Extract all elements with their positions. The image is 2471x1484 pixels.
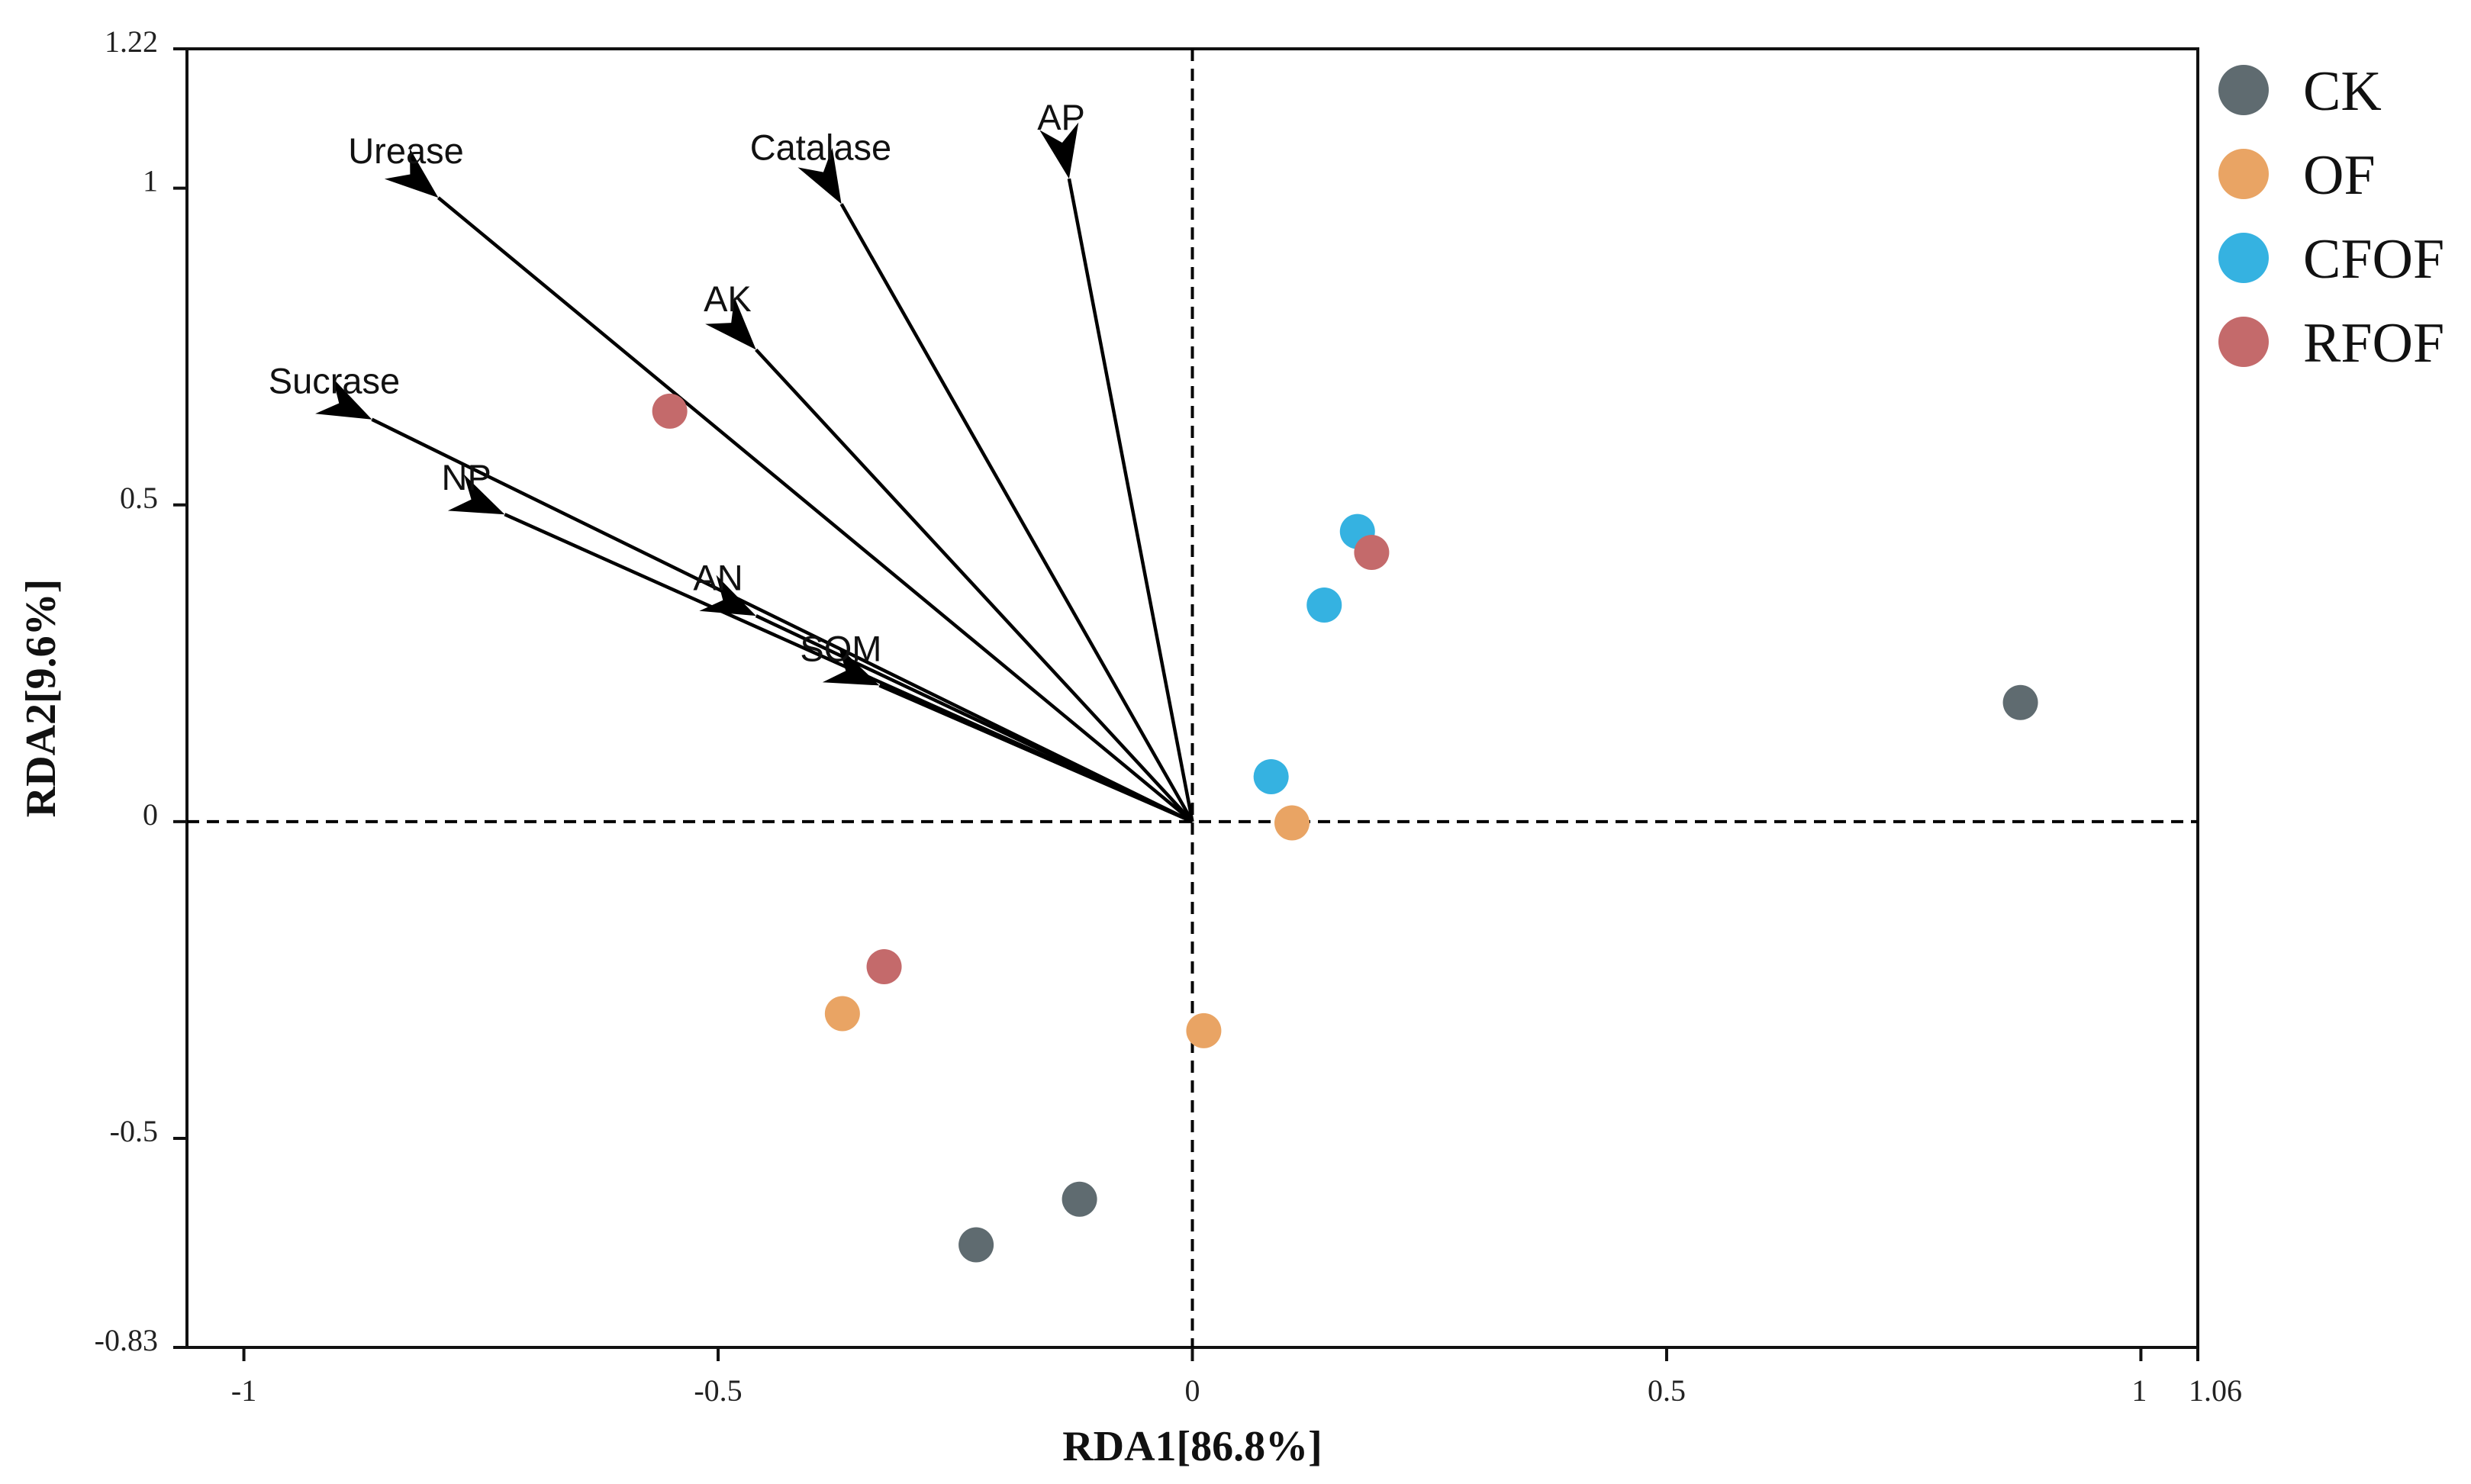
point-cfof-3 [1253,758,1289,794]
point-ck-3 [958,1227,994,1263]
point-rfof-2 [652,393,688,429]
point-rfof-1 [1354,535,1390,571]
vector-label-ap: AP [1037,97,1085,137]
x-tick-label: 1 [2131,1373,2147,1408]
point-of-2 [1186,1012,1222,1048]
point-cfof-2 [1306,587,1342,623]
vector-arrow-sucrase [315,378,1194,823]
legend-marker-rfof [2218,317,2269,367]
vector-arrow-ak [705,297,1194,823]
legend-label-cfof: CFOF [2303,228,2444,291]
legend-label-of: OF [2303,144,2376,207]
legend-marker-of [2218,149,2269,199]
y-axis-title: RDA2[9.6%] [18,579,65,818]
x-tick-label: -0.5 [694,1373,742,1408]
y-tick-label: 0 [143,797,158,832]
vector-arrow-som [822,645,1194,823]
vector-label-urease: Urease [348,130,464,171]
plot-frame [185,47,2199,1349]
x-tick-label: -1 [231,1373,256,1408]
point-of-1 [1274,805,1310,841]
legend-label-rfof: RFOF [2303,312,2444,375]
vector-label-np: NP [442,457,491,497]
x-tick-label: 1.06 [2189,1373,2242,1408]
vector-arrow-ap [1039,122,1194,822]
vector-label-sucrase: Sucrase [269,360,400,401]
y-tick-label: -0.83 [95,1323,158,1357]
y-tick-label: 0.5 [120,481,158,515]
point-ck-1 [2002,684,2038,720]
vector-label-ak: AK [704,278,752,319]
legend-marker-cfof [2218,233,2269,283]
x-tick-label: 0.5 [1648,1373,1686,1408]
vector-arrow-catalase [797,147,1194,823]
y-tick-label: 1 [143,164,158,198]
vector-arrow-urease [384,148,1194,823]
point-of-3 [824,996,860,1032]
vector-label-som: SOM [800,628,881,668]
point-rfof-3 [866,949,902,985]
y-tick-label: -0.5 [110,1114,158,1148]
y-tick-label: 1.22 [105,24,158,59]
legend-marker-ck [2218,65,2269,115]
vector-label-an: AN [693,558,743,598]
point-ck-2 [1062,1181,1097,1217]
x-tick-label: 0 [1185,1373,1200,1408]
legend-label-ck: CK [2303,60,2382,123]
vector-label-catalase: Catalase [750,127,892,168]
x-axis-title: RDA1[86.8%] [1062,1423,1322,1470]
